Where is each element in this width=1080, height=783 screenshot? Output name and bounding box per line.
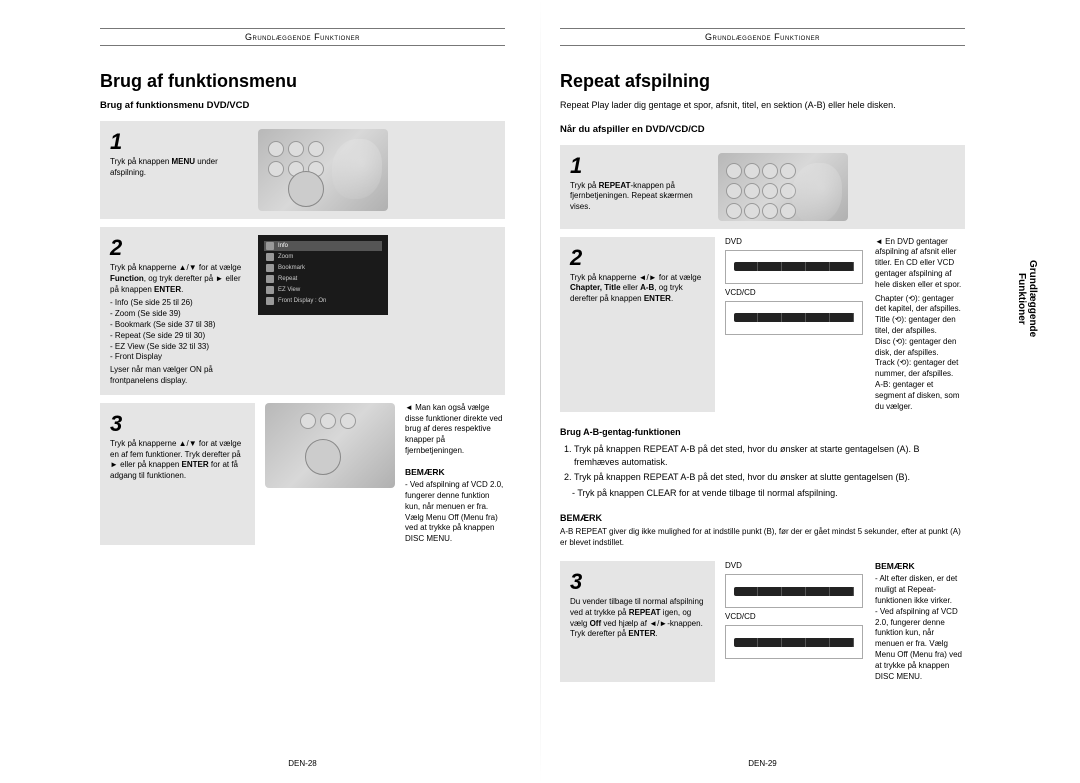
page-title-left: Brug af funktionsmenu xyxy=(100,71,505,92)
page-title-right: Repeat afspilning xyxy=(560,71,965,92)
intro-text: Repeat Play lader dig gentage et spor, a… xyxy=(560,100,965,112)
vcdcd-label: VCD/CD xyxy=(725,612,865,621)
step-text: Tryk på knapperne ▲/▼ for at vælge Funct… xyxy=(110,263,250,387)
step-text: Tryk på knapperne ▲/▼ for at vælge en af… xyxy=(110,439,245,482)
right-step-2: 2 Tryk på knapperne ◄/► for at vælge Cha… xyxy=(560,237,715,413)
step-text: Tryk på REPEAT-knappen på fjernbetjening… xyxy=(570,181,710,213)
section-header-left-text: Grundlæggende Funktioner xyxy=(245,32,360,42)
step-text: Tryk på knapperne ◄/► for at vælge Chapt… xyxy=(570,273,705,305)
side-notes: Man kan også vælge disse funktioner dire… xyxy=(405,403,505,545)
step-num: 3 xyxy=(570,569,705,595)
dvd-label: DVD xyxy=(725,237,865,246)
ab-head: Brug A-B-gentag-funktionen xyxy=(560,426,965,439)
note-body: - Ved afspilning af VCD 2.0, fungerer de… xyxy=(405,480,505,545)
step-num: 1 xyxy=(110,129,250,155)
step-2-explain: En DVD gentager afspilning af afsnit ell… xyxy=(875,237,965,413)
vcdcd-strip xyxy=(725,625,863,659)
note-head: BEMÆRK xyxy=(875,561,965,572)
ab-section: Brug A-B-gentag-funktionen Tryk på knapp… xyxy=(560,426,965,499)
step-text: Du vender tilbage til normal afspilning … xyxy=(570,597,705,640)
left-step-3-row: 3 Tryk på knapperne ▲/▼ for at vælge en … xyxy=(100,403,505,545)
page-footer-left: DEN-28 xyxy=(100,749,505,768)
side-tab: Grundlæggende Funktioner xyxy=(1016,260,1038,337)
right-step-2-row: 2 Tryk på knapperne ◄/► for at vælge Cha… xyxy=(560,237,965,413)
section-header-left: Grundlæggende Funktioner xyxy=(100,28,505,46)
side-tab-line2: Funktioner xyxy=(1016,260,1027,337)
step-num: 3 xyxy=(110,411,245,437)
vcdcd-label: VCD/CD xyxy=(725,288,865,297)
step-num: 2 xyxy=(110,235,250,261)
left-step-1: 1 Tryk på knappen MENU under afspilning. xyxy=(100,121,505,219)
onscreen-menu-illustration: Info Zoom Bookmark Repeat EZ View Front … xyxy=(258,235,388,315)
page-left: Grundlæggende Funktioner Brug af funktio… xyxy=(80,0,525,783)
section-header-right-text: Grundlæggende Funktioner xyxy=(705,32,820,42)
ab-sub: - Tryk på knappen CLEAR for at vende til… xyxy=(560,487,965,500)
step-3-notes: BEMÆRK - Alt efter disken, er det muligt… xyxy=(875,561,965,682)
note-body-right: A-B REPEAT giver dig ikke mulighed for a… xyxy=(560,527,965,549)
note-head: BEMÆRK xyxy=(405,467,505,478)
remote-illustration xyxy=(258,129,388,211)
left-step-2: 2 Tryk på knapperne ▲/▼ for at vælge Fun… xyxy=(100,227,505,395)
display-strips: DVD VCD/CD xyxy=(725,237,865,413)
dvd-strip xyxy=(725,574,863,608)
right-step-1: 1 Tryk på REPEAT-knappen på fjernbetjeni… xyxy=(560,145,965,229)
right-step-3: 3 Du vender tilbage til normal afspilnin… xyxy=(560,561,715,682)
remote-illustration xyxy=(718,153,848,221)
subtitle-right: Når du afspiller en DVD/VCD/CD xyxy=(560,124,965,135)
step-num: 2 xyxy=(570,245,705,271)
section-header-right: Grundlæggende Funktioner xyxy=(560,28,965,46)
step-text: Tryk på knappen MENU under afspilning. xyxy=(110,157,250,179)
side-arrow-note: Man kan også vælge disse funktioner dire… xyxy=(405,403,505,457)
ab-list: Tryk på knappen REPEAT A-B på det sted, … xyxy=(560,443,965,484)
dvd-label: DVD xyxy=(725,561,865,570)
function-list: - Info (Se side 25 til 26) - Zoom (Se si… xyxy=(110,298,250,363)
right-step-3-row: 3 Du vender tilbage til normal afspilnin… xyxy=(560,561,965,682)
vcdcd-strip xyxy=(725,301,863,335)
display-strips-3: DVD VCD/CD xyxy=(725,561,865,682)
page-footer-right: DEN-29 xyxy=(560,749,965,768)
dvd-strip xyxy=(725,250,863,284)
note-head-right: BEMÆRK xyxy=(560,513,965,523)
side-tab-line1: Grundlæggende xyxy=(1027,260,1038,337)
step-num: 1 xyxy=(570,153,710,179)
page-right: Grundlæggende Funktioner Repeat afspilni… xyxy=(540,0,985,783)
remote-illustration xyxy=(265,403,395,488)
subtitle-left: Brug af funktionsmenu DVD/VCD xyxy=(100,100,505,111)
left-step-3: 3 Tryk på knapperne ▲/▼ for at vælge en … xyxy=(100,403,255,545)
